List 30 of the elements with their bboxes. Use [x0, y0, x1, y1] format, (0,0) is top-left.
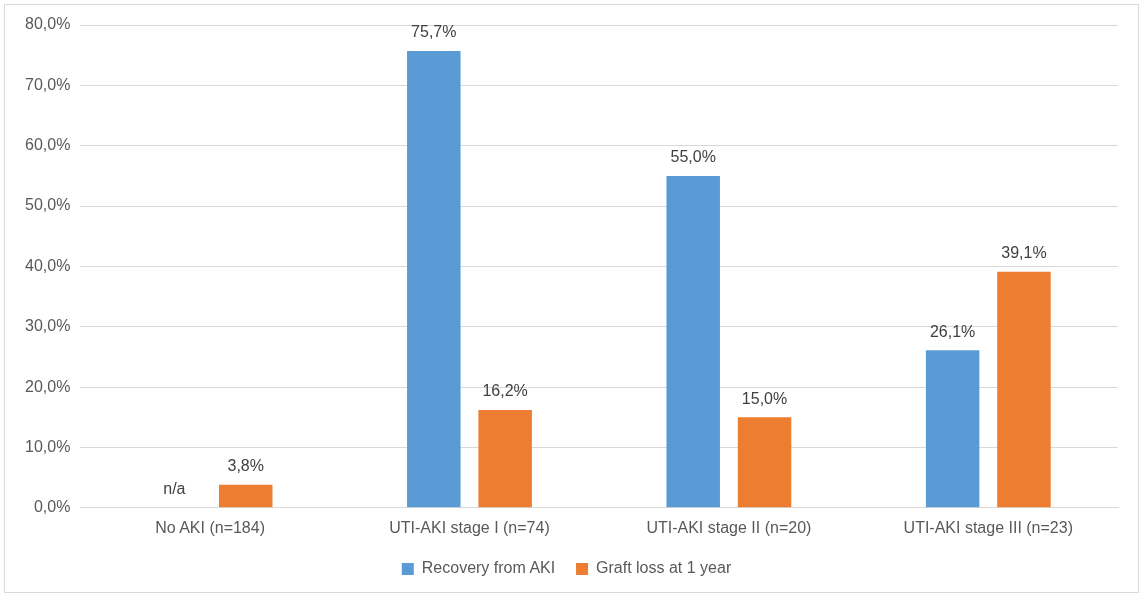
y-tick-label: 80,0% — [24, 15, 71, 33]
bar — [997, 271, 1051, 508]
bar — [218, 484, 273, 508]
y-tick-label: 50,0% — [24, 196, 71, 214]
legend-label: Graft loss at 1 year — [596, 559, 732, 577]
data-label: 15,0% — [741, 389, 788, 407]
x-tick-label: UTI-AKI stage I (n=74) — [389, 518, 550, 536]
data-label: 39,1% — [1001, 244, 1047, 262]
y-tick-label: 70,0% — [24, 75, 71, 93]
x-tick-label: UTI-AKI stage II (n=20) — [646, 518, 812, 536]
data-label: 75,7% — [411, 23, 457, 41]
y-tick-label: 60,0% — [24, 136, 71, 154]
bar — [666, 175, 720, 508]
y-tick-label: 20,0% — [24, 377, 71, 395]
y-tick-label: 0,0% — [33, 498, 71, 516]
y-tick-label: 30,0% — [24, 317, 71, 335]
bar — [478, 410, 532, 508]
bar — [737, 417, 792, 508]
bar — [407, 50, 461, 508]
data-label: 26,1% — [929, 322, 976, 340]
x-tick-label: No AKI (n=184) — [155, 518, 265, 536]
legend-label: Recovery from AKI — [421, 559, 556, 577]
x-tick-label: UTI-AKI stage III (n=23) — [903, 518, 1073, 536]
bar — [925, 350, 980, 508]
y-tick-label: 40,0% — [24, 256, 71, 274]
data-label: 3,8% — [227, 457, 264, 475]
text: n/a — [163, 480, 186, 498]
data-label: 16,2% — [482, 382, 528, 400]
data-label: 55,0% — [670, 148, 716, 166]
y-tick-label: 10,0% — [24, 437, 71, 455]
